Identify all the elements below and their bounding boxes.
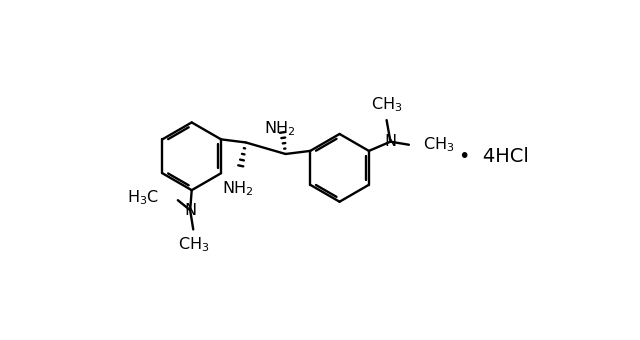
Text: NH$_2$: NH$_2$: [222, 180, 253, 198]
Text: CH$_3$: CH$_3$: [371, 95, 403, 114]
Text: N: N: [184, 203, 196, 218]
Text: NH$_2$: NH$_2$: [264, 119, 296, 138]
Text: CH$_3$: CH$_3$: [423, 135, 454, 154]
Text: N: N: [385, 134, 397, 149]
Text: CH$_3$: CH$_3$: [177, 236, 209, 254]
Text: •  4HCl: • 4HCl: [459, 147, 529, 166]
Text: H$_3$C: H$_3$C: [127, 188, 159, 207]
